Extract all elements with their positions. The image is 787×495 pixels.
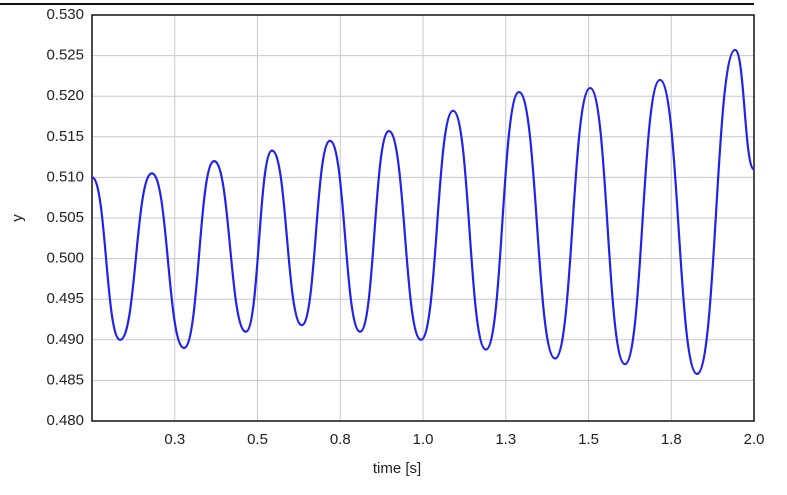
- x-tick-label: 1.5: [578, 431, 599, 448]
- x-tick-label: 1.3: [495, 431, 516, 448]
- data-line: [90, 48, 756, 376]
- y-tick-label: 0.505: [46, 209, 84, 226]
- x-axis-label: time [s]: [373, 460, 421, 477]
- y-tick-label: 0.520: [46, 87, 84, 104]
- plot-frame: [91, 14, 755, 422]
- y-tick-label: 0.500: [46, 250, 84, 267]
- y-tick-label: 0.510: [46, 168, 84, 185]
- y-tick-label: 0.515: [46, 128, 84, 145]
- x-tick-label: 1.8: [661, 431, 682, 448]
- x-tick-label: 0.8: [330, 431, 351, 448]
- x-tick-label: 0.5: [247, 431, 268, 448]
- y-tick-label: 0.480: [46, 412, 84, 429]
- x-tick-label: 1.0: [413, 431, 434, 448]
- y-tick-label: 0.490: [46, 331, 84, 348]
- y-tick-label: 0.495: [46, 290, 84, 307]
- y-tick-label: 0.525: [46, 47, 84, 64]
- x-tick-label: 0.3: [164, 431, 185, 448]
- y-axis-label: y: [9, 214, 26, 222]
- y-tick-label: 0.485: [46, 371, 84, 388]
- y-tick-label: 0.530: [46, 6, 84, 23]
- x-tick-label: 2.0: [744, 431, 765, 448]
